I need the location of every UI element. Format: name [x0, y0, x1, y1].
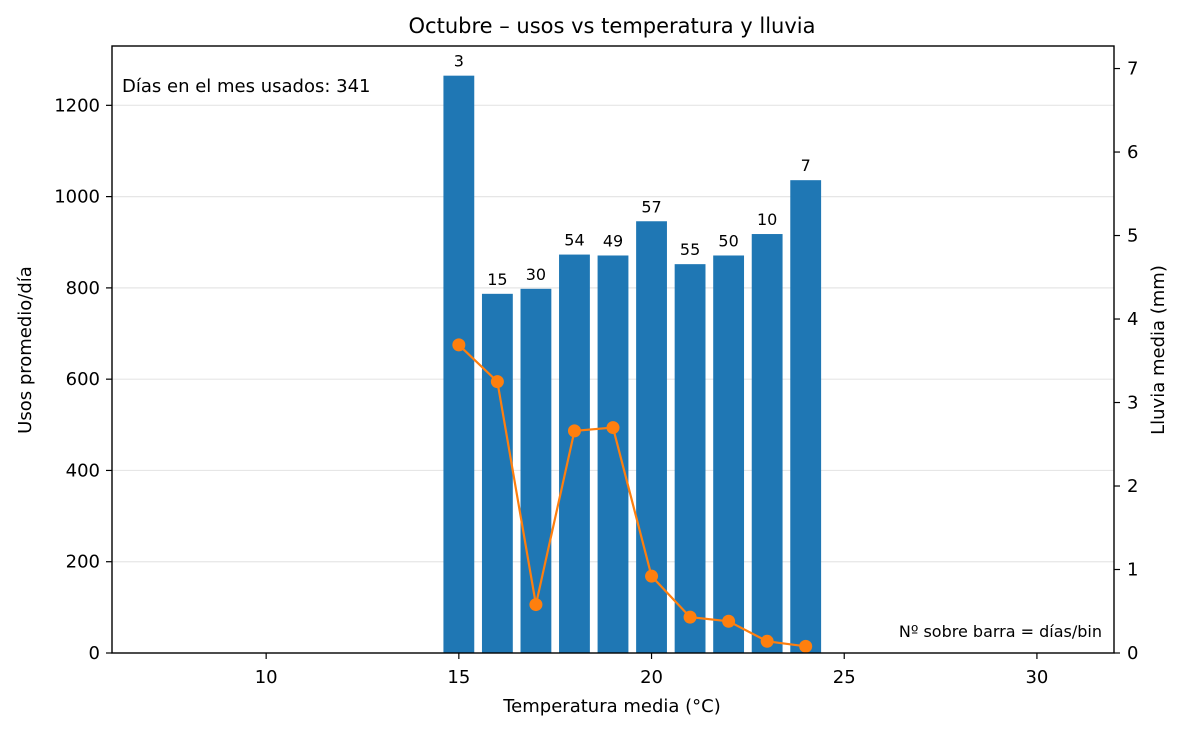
rain-point: [645, 569, 659, 583]
rain-point: [490, 375, 504, 389]
bar-label: 30: [526, 265, 546, 284]
chart-title: Octubre – usos vs temperatura y lluvia: [409, 14, 816, 38]
bar: [520, 288, 552, 653]
bar: [481, 293, 513, 653]
y2-tick-label: 7: [1127, 59, 1138, 80]
y-tick-label: 1000: [54, 187, 100, 208]
x-tick-label: 10: [255, 667, 278, 688]
bar-label: 49: [603, 231, 623, 250]
bar: [443, 75, 475, 654]
rain-point: [799, 639, 813, 653]
plot-frame: [111, 45, 1115, 654]
y2-tick-label: 6: [1127, 142, 1138, 163]
rain-point: [683, 610, 697, 624]
x-tick-label: 20: [640, 667, 663, 688]
x-tick-label: 15: [447, 667, 470, 688]
x-tick-label: 25: [833, 667, 856, 688]
y2-tick-label: 1: [1127, 560, 1138, 581]
x-tick-label: 30: [1025, 667, 1048, 688]
bar: [790, 180, 822, 653]
x-axis-ticks: 10 15 20 25 30: [255, 653, 1048, 688]
bar-label: 57: [641, 197, 661, 216]
rain-series-line: [458, 344, 806, 648]
y2-tick-label: 3: [1127, 393, 1138, 414]
rain-point: [722, 614, 736, 628]
y-tick-label: 400: [66, 460, 100, 481]
y2-tick-label: 5: [1127, 226, 1138, 247]
y2-tick-label: 0: [1127, 643, 1138, 664]
bar: [713, 255, 745, 653]
bar-label-note: Nº sobre barra = días/bin: [899, 622, 1102, 641]
y-axis-ticks: 0 200 400 600 800 1000 1200: [54, 95, 112, 664]
rain-line: [452, 338, 813, 653]
y-tick-label: 200: [66, 552, 100, 573]
bar: [674, 264, 706, 653]
rain-point: [452, 338, 466, 352]
bars: [443, 75, 822, 654]
y-tick-label: 1200: [54, 95, 100, 116]
y2-axis-label: Lluvia media (mm): [1148, 265, 1169, 435]
y2-axis-ticks: 0 1 2 3 4 5 6 7: [1114, 59, 1138, 664]
bar-label: 10: [757, 210, 777, 229]
rain-point: [760, 634, 774, 648]
rain-point: [606, 421, 620, 435]
bar: [597, 255, 629, 653]
y-tick-label: 800: [66, 278, 100, 299]
y-tick-label: 600: [66, 369, 100, 390]
bar-label: 55: [680, 240, 700, 259]
days-used-annotation: Días en el mes usados: 341: [122, 76, 370, 97]
bar-labels: 3 15 30 54 49 57 55 50 10 7: [454, 52, 811, 289]
rain-point: [529, 598, 543, 612]
y-tick-label: 0: [89, 643, 100, 664]
rain-point: [567, 424, 581, 438]
x-axis-label: Temperatura media (°C): [502, 696, 721, 717]
bar: [559, 254, 590, 653]
bar-label: 50: [718, 231, 738, 250]
y-axis-label: Usos promedio/día: [15, 266, 36, 434]
y2-tick-label: 2: [1127, 476, 1138, 497]
bar: [751, 234, 783, 653]
bar-label: 15: [487, 270, 507, 289]
bar-label: 3: [454, 52, 464, 71]
bar-label: 54: [564, 231, 584, 250]
bar-label: 7: [801, 156, 811, 175]
y2-tick-label: 4: [1127, 309, 1138, 330]
